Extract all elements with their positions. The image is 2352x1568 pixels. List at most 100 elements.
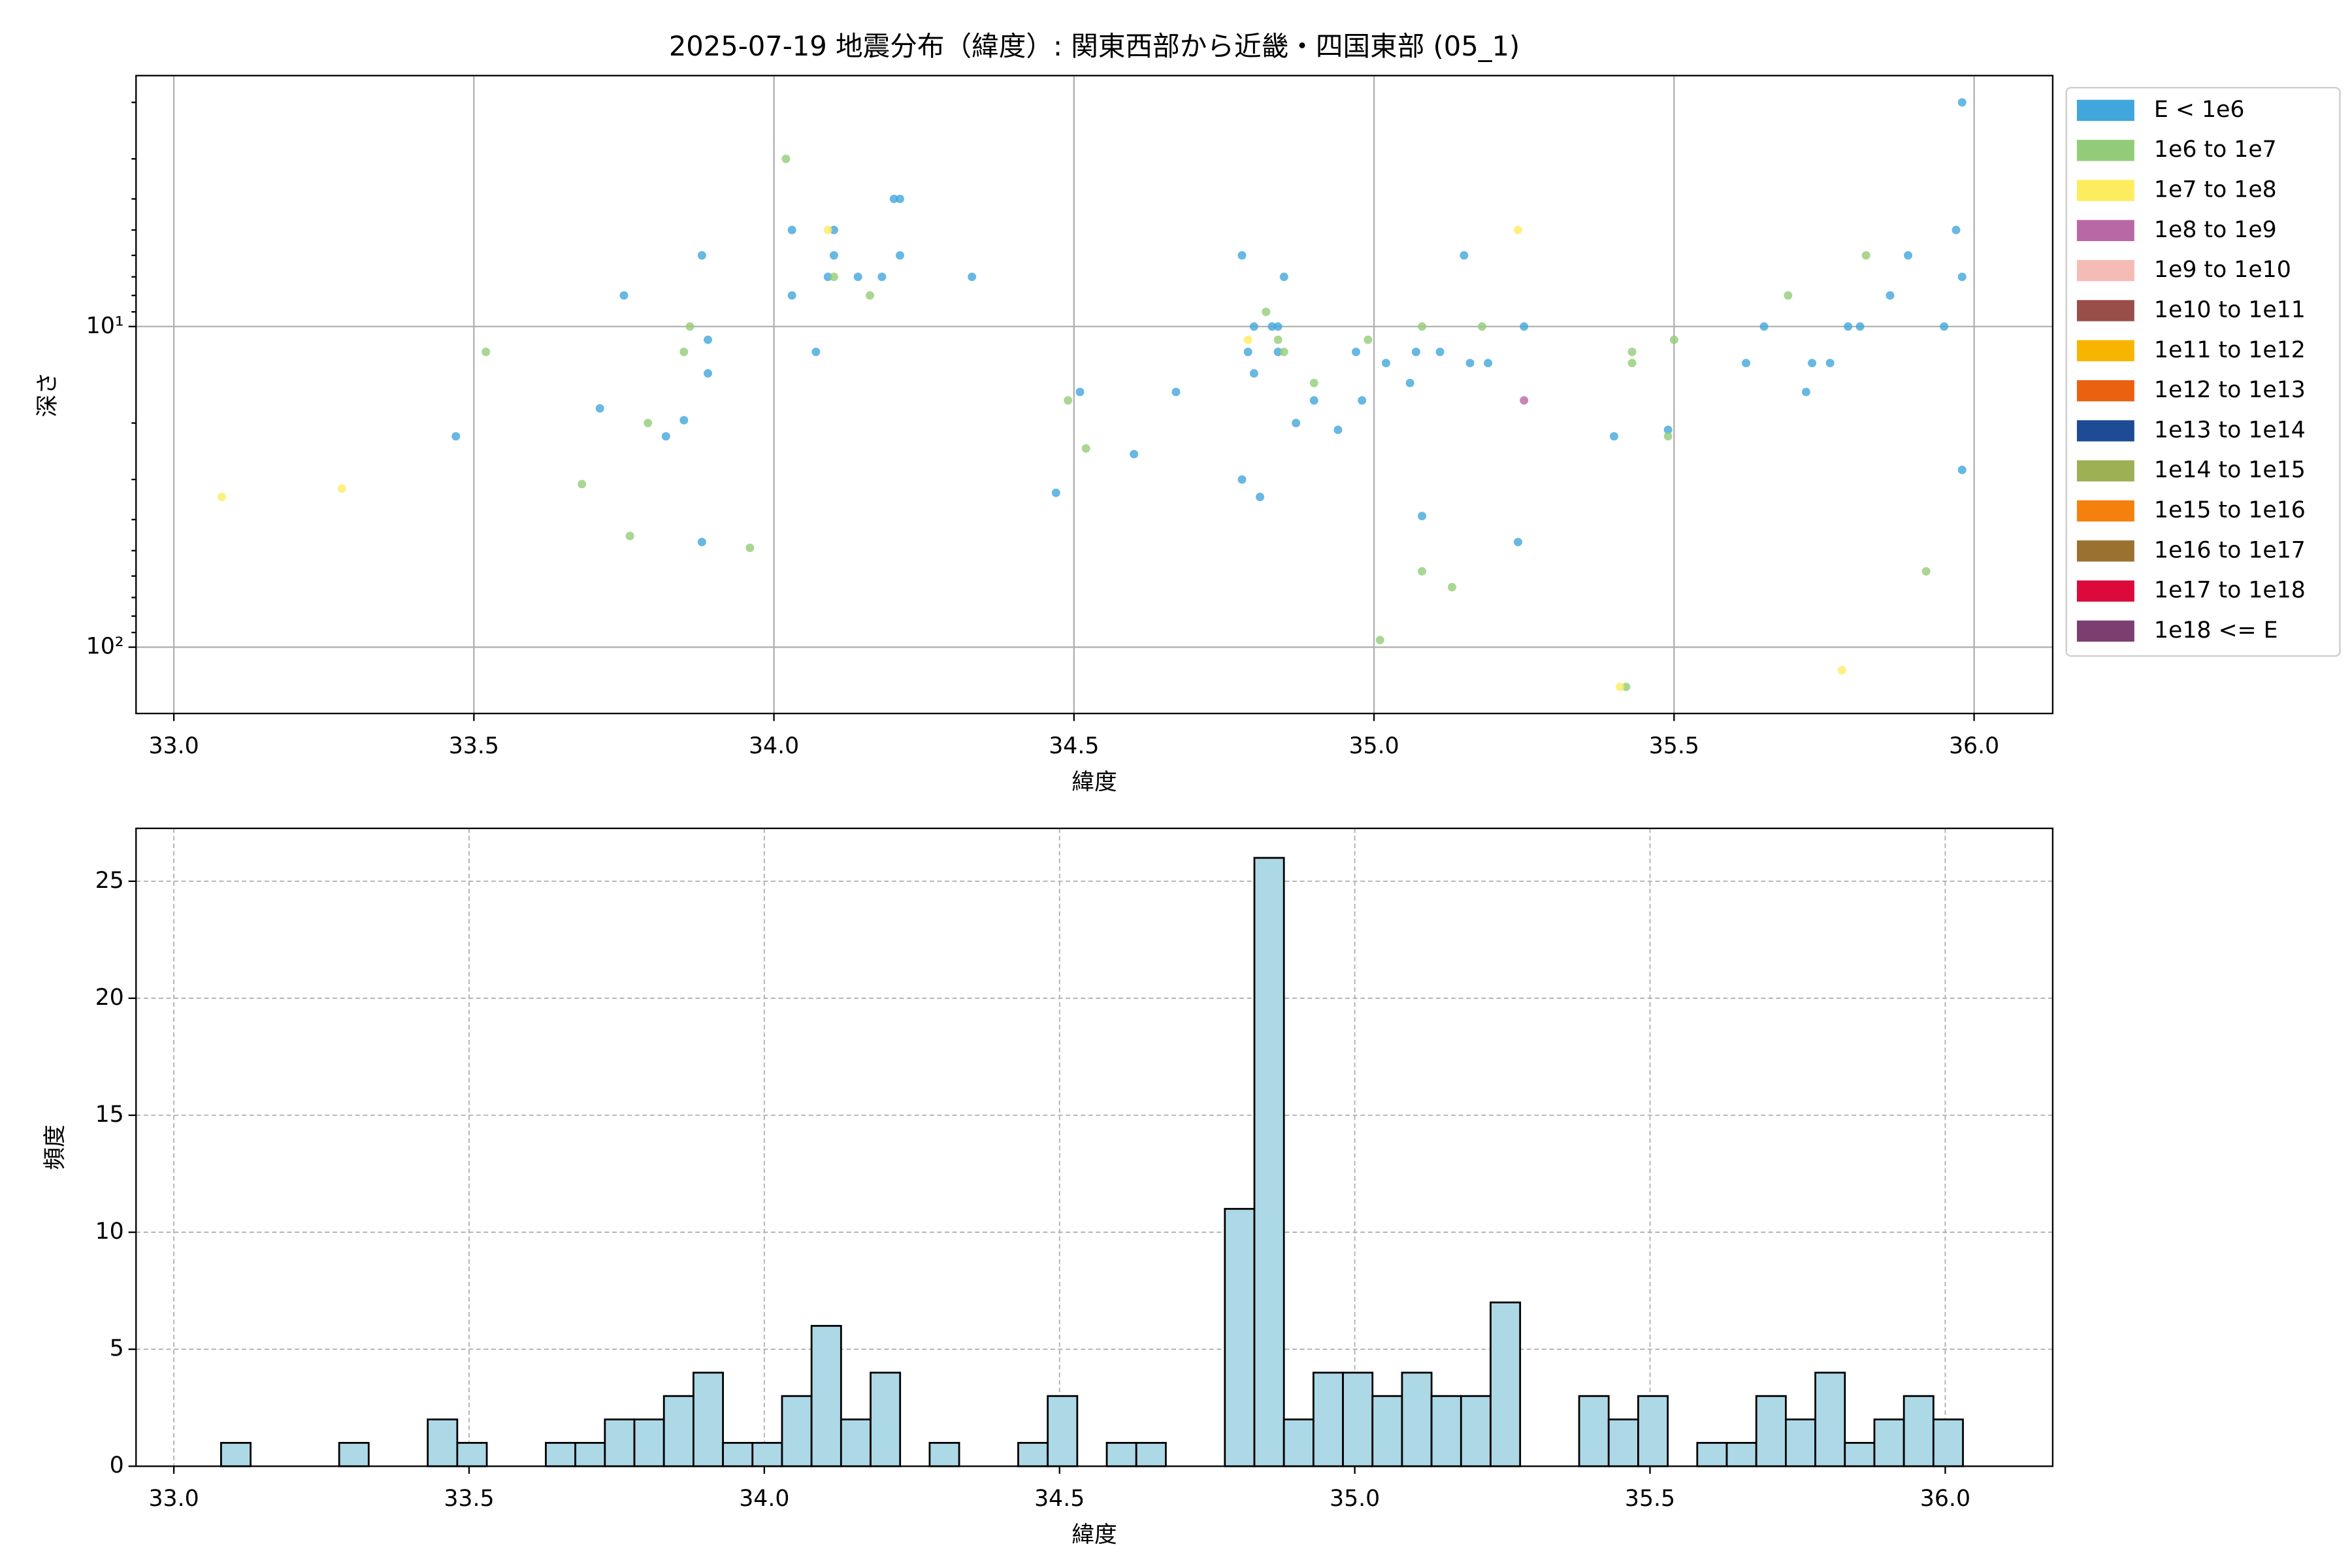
histogram-bar (781, 1395, 813, 1467)
histogram-bar (722, 1442, 754, 1467)
scatter-point (811, 348, 821, 357)
scatter-point (1418, 566, 1427, 576)
scatter-point (877, 272, 887, 282)
y-tick-label: 25 (95, 868, 124, 894)
histogram-bar (1873, 1418, 1905, 1467)
legend-label: 1e12 to 1e13 (2154, 377, 2306, 403)
scatter-point (1861, 251, 1870, 260)
legend-label: 1e18 <= E (2154, 617, 2278, 644)
histogram-bar (662, 1395, 694, 1467)
histogram-bar (1401, 1371, 1433, 1467)
histogram-bar (840, 1418, 872, 1467)
scatter-point (697, 538, 706, 547)
legend-label: 1e7 to 1e8 (2154, 177, 2277, 203)
histogram-bar (1637, 1395, 1669, 1467)
histogram-bar (810, 1324, 842, 1467)
scatter-point (1784, 291, 1793, 300)
histogram-bar (1755, 1395, 1787, 1467)
scatter-point (679, 348, 689, 357)
y-axis-label: 頻度 (42, 1124, 69, 1169)
scatter-point (1352, 348, 1361, 357)
histogram-bar (1312, 1371, 1344, 1467)
y-tick-label: 20 (95, 985, 124, 1011)
histogram-bar (1224, 1207, 1256, 1467)
scatter-point (787, 225, 796, 235)
legend-label: 1e15 to 1e16 (2154, 497, 2306, 523)
legend-label: 1e14 to 1e15 (2154, 457, 2306, 483)
scatter-point (1520, 322, 1529, 331)
legend-label: 1e9 to 1e10 (2154, 257, 2291, 283)
scatter-point (1627, 348, 1637, 357)
scatter-point (968, 272, 977, 282)
scatter-point (679, 416, 689, 425)
scatter-point (1405, 378, 1414, 387)
scatter-point (1663, 432, 1673, 441)
x-tick-label: 34.0 (739, 1486, 789, 1512)
histogram-bar (1430, 1395, 1462, 1467)
y-tick-label: 0 (110, 1452, 124, 1478)
scatter-point (829, 225, 838, 235)
histogram-bar (1844, 1442, 1876, 1467)
scatter-point (745, 544, 755, 552)
x-tick-label: 33.5 (444, 1486, 494, 1512)
scatter-point (1130, 449, 1139, 459)
scatter-point (1886, 291, 1895, 300)
scatter-point (1616, 682, 1625, 691)
scatter-point (1273, 348, 1282, 357)
scatter-point (1051, 488, 1060, 497)
scatter-point (1267, 322, 1277, 331)
histogram-bar (456, 1442, 488, 1467)
scatter-point (1064, 396, 1073, 405)
legend-label: E < 1e6 (2154, 97, 2245, 123)
scatter-point (1514, 225, 1523, 235)
scatter-point (218, 493, 227, 502)
x-tick-label: 34.5 (1049, 733, 1099, 759)
histogram-bar (870, 1371, 902, 1467)
histogram-bar (1490, 1301, 1522, 1467)
scatter-point (1940, 322, 1949, 331)
x-tick-label: 36.0 (1949, 733, 1999, 759)
scatter-point (1237, 475, 1247, 484)
legend-label: 1e16 to 1e17 (2154, 537, 2306, 563)
scatter-point (1262, 307, 1271, 316)
x-axis-label: 緯度 (1071, 1522, 1117, 1548)
scatter-point (1904, 251, 1913, 260)
scatter-point (578, 480, 587, 489)
histogram-bar (928, 1442, 960, 1467)
scatter-point (866, 291, 875, 300)
scatter-point (619, 291, 629, 300)
scatter-point (1171, 387, 1181, 397)
scatter-point (625, 531, 634, 540)
x-tick-label: 33.0 (148, 1486, 199, 1512)
scatter-point (697, 251, 706, 260)
legend-swatch (2076, 259, 2134, 282)
scatter-point (1669, 335, 1678, 344)
scatter-point (337, 484, 346, 493)
scatter-point (1418, 322, 1427, 331)
scatter-point (1855, 322, 1865, 331)
scatter-point (1273, 335, 1282, 344)
x-tick-label: 33.5 (449, 733, 499, 759)
scatter-point (787, 291, 796, 300)
histogram-bar (1342, 1371, 1374, 1467)
scatter-point (1279, 348, 1288, 357)
histogram-bar (751, 1442, 783, 1467)
histogram-bar (1105, 1442, 1137, 1467)
scatter-point (644, 419, 653, 427)
scatter-point (1448, 583, 1456, 592)
histogram-bar (1725, 1442, 1757, 1467)
histogram-bar (1460, 1395, 1492, 1467)
legend-swatch (2076, 500, 2134, 522)
scatter-point (1292, 419, 1301, 427)
scatter-point (1256, 493, 1265, 502)
histogram-bar (1814, 1371, 1846, 1467)
x-tick-label: 35.5 (1649, 733, 1699, 759)
scatter-point (1520, 396, 1529, 405)
scatter-point (1237, 251, 1247, 260)
x-axis-label: 緯度 (1071, 769, 1117, 795)
scatter-point (1952, 225, 1961, 235)
histogram-bar (1017, 1442, 1049, 1467)
scatter-point (1514, 538, 1523, 547)
scatter-point (1622, 682, 1631, 691)
